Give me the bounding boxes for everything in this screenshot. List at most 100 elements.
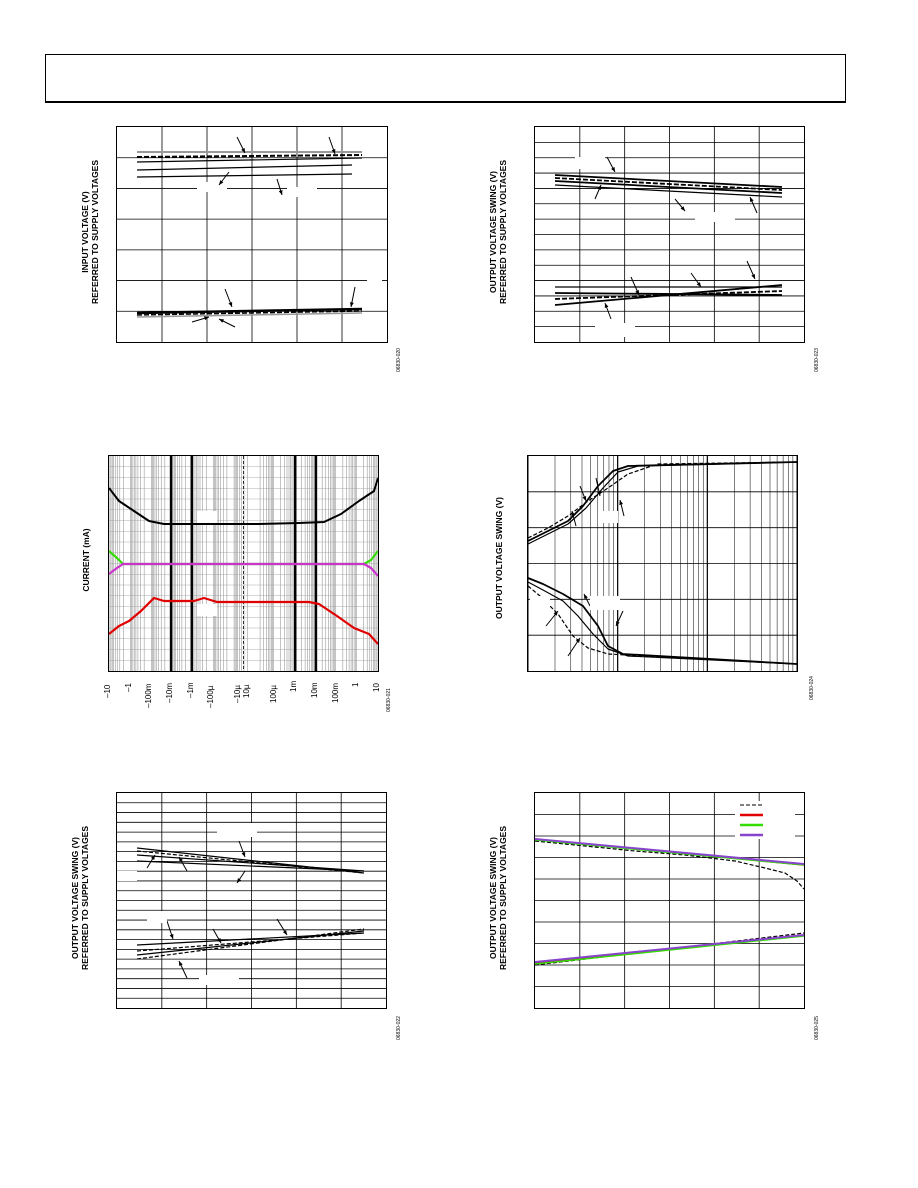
annotation-arrowhead — [219, 180, 224, 185]
label-mask — [217, 823, 257, 837]
annotation-arrowhead — [597, 185, 601, 190]
curve — [136, 164, 353, 171]
x-tick-label: 1 — [351, 682, 361, 688]
curve — [554, 180, 783, 194]
annotation-arrowhead — [179, 857, 183, 862]
annotation-arrowhead — [179, 961, 183, 966]
curve — [528, 461, 797, 539]
plot-svg — [117, 127, 387, 342]
curve — [554, 177, 783, 191]
curve — [535, 838, 804, 865]
figure-number: 06830-022 — [396, 1016, 402, 1040]
y-axis-label: INPUT VOLTAGE (V) REFERRED TO SUPPLY VOL… — [80, 159, 100, 305]
y-axis-label: OUTPUT VOLTAGE SWING (V) REFERRED TO SUP… — [488, 825, 508, 971]
annotation-arrowhead — [604, 303, 609, 308]
curve — [136, 173, 353, 178]
annotation-arrowhead — [331, 149, 336, 154]
label-mask — [117, 871, 137, 881]
label-mask — [147, 911, 167, 923]
x-tick-label: 10µ — [241, 684, 251, 698]
annotation-arrowhead — [680, 206, 685, 211]
x-tick-label: –10 — [103, 684, 112, 698]
figure-number: 06830-025 — [814, 1016, 820, 1040]
curve — [554, 174, 783, 188]
annotation-arrowhead — [150, 855, 155, 860]
x-tick-label: –10µ — [233, 684, 243, 703]
annotation-arrowhead — [241, 148, 245, 153]
annotation-arrowhead — [204, 316, 209, 321]
annotation-arrowhead — [750, 197, 754, 202]
plot-area — [108, 455, 379, 672]
curve — [109, 562, 244, 575]
curve — [136, 854, 365, 872]
curve — [528, 577, 797, 665]
curve — [136, 157, 363, 163]
curve — [535, 935, 804, 965]
annotation-arrowhead — [169, 934, 174, 939]
curve — [554, 290, 783, 300]
curve — [136, 932, 365, 952]
curve — [528, 461, 797, 542]
annotation-arrowhead — [584, 594, 588, 599]
label-mask — [199, 975, 239, 985]
figure-number: 06830-020 — [396, 348, 402, 372]
x-tick-label: 10 — [372, 683, 381, 693]
label-mask — [530, 596, 550, 616]
plot-svg — [535, 793, 804, 1008]
curve — [528, 581, 797, 665]
y-axis-label: OUTPUT VOLTAGE SWING (V) REFERRED TO SUP… — [70, 825, 90, 971]
annotation-arrowhead — [611, 167, 615, 172]
annotation-arrowhead — [571, 511, 576, 516]
curve — [136, 154, 363, 158]
x-tick-label: 10m — [309, 682, 319, 698]
label-mask — [367, 277, 382, 287]
annotation-arrowhead — [751, 274, 755, 279]
label-mask — [595, 323, 635, 337]
annotation-arrowhead — [278, 190, 283, 195]
annotation-arrowhead — [597, 491, 601, 496]
label-mask — [197, 182, 227, 192]
label-mask — [598, 511, 618, 523]
annotation-arrowhead — [219, 319, 224, 323]
annotation-arrowhead — [696, 282, 701, 287]
label-mask — [197, 511, 217, 523]
curve — [136, 860, 365, 872]
x-tick-label: 100m — [330, 682, 340, 703]
y-axis-label: OUTPUT VOLTAGE SWING (V) REFERRED TO SUP… — [488, 159, 508, 305]
annotation-arrowhead — [282, 930, 287, 935]
x-tick-label: –10m — [165, 682, 175, 703]
annotation-arrowhead — [553, 611, 558, 616]
plot-area — [534, 792, 805, 1009]
label-mask — [695, 212, 735, 222]
annotation-arrowhead — [616, 621, 620, 626]
y-axis-label: CURRENT (mA) — [81, 528, 91, 592]
plot-area — [116, 126, 388, 343]
figure-number: 06830-024 — [809, 676, 815, 700]
curve — [554, 184, 783, 198]
curve — [109, 596, 378, 645]
curve — [528, 461, 797, 545]
label-mask — [735, 801, 795, 839]
x-tick-label: 1m — [289, 681, 299, 693]
curve — [136, 312, 363, 318]
label-mask — [287, 187, 317, 197]
plot-area — [534, 126, 805, 343]
curve — [136, 850, 365, 874]
annotation-arrowhead — [635, 290, 639, 295]
curve — [109, 477, 378, 525]
y-axis-label: OUTPUT VOLTAGE SWING (V) — [494, 497, 504, 619]
curve — [136, 930, 365, 956]
curve — [136, 307, 363, 315]
label-mask — [590, 596, 620, 610]
curve — [136, 928, 365, 960]
annotation-arrowhead — [575, 638, 580, 643]
curve — [136, 310, 363, 316]
page-header-box — [45, 54, 846, 103]
plot-svg — [535, 127, 804, 342]
annotation-arrowhead — [217, 938, 221, 943]
plot-area — [116, 792, 387, 1009]
curve — [535, 934, 804, 963]
annotation-arrowhead — [349, 302, 354, 307]
curve — [535, 840, 804, 890]
x-tick-label: –1m — [185, 682, 195, 698]
